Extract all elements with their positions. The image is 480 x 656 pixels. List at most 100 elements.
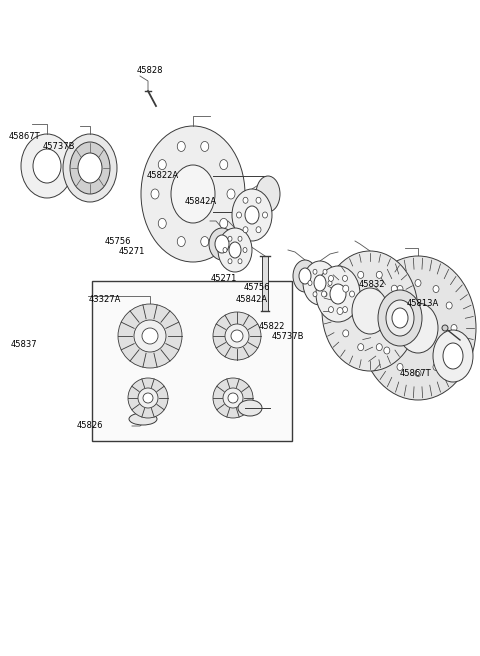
Ellipse shape bbox=[201, 237, 209, 247]
Ellipse shape bbox=[215, 235, 229, 253]
Ellipse shape bbox=[433, 285, 439, 293]
Ellipse shape bbox=[358, 272, 364, 278]
Text: 45737B: 45737B bbox=[42, 142, 75, 152]
Text: 43327A: 43327A bbox=[89, 295, 121, 304]
Ellipse shape bbox=[209, 228, 235, 260]
Bar bbox=[262, 256, 268, 311]
Ellipse shape bbox=[228, 393, 238, 403]
Ellipse shape bbox=[218, 228, 252, 272]
Ellipse shape bbox=[360, 256, 476, 400]
Ellipse shape bbox=[323, 292, 327, 297]
Ellipse shape bbox=[446, 302, 452, 309]
Ellipse shape bbox=[158, 218, 166, 228]
Ellipse shape bbox=[21, 134, 73, 198]
Text: 45271: 45271 bbox=[119, 247, 145, 256]
Ellipse shape bbox=[129, 413, 157, 425]
Ellipse shape bbox=[343, 285, 349, 292]
Ellipse shape bbox=[243, 227, 248, 233]
Ellipse shape bbox=[314, 275, 326, 291]
Text: 45837: 45837 bbox=[11, 340, 37, 349]
Ellipse shape bbox=[256, 197, 261, 203]
Ellipse shape bbox=[397, 285, 403, 293]
Ellipse shape bbox=[237, 212, 241, 218]
Ellipse shape bbox=[229, 242, 241, 258]
Ellipse shape bbox=[63, 134, 117, 202]
Ellipse shape bbox=[322, 291, 326, 297]
Ellipse shape bbox=[33, 149, 61, 183]
Ellipse shape bbox=[238, 236, 242, 241]
Ellipse shape bbox=[384, 347, 390, 354]
Ellipse shape bbox=[293, 260, 317, 292]
Ellipse shape bbox=[142, 328, 158, 344]
Ellipse shape bbox=[379, 325, 385, 331]
Ellipse shape bbox=[303, 261, 337, 305]
Ellipse shape bbox=[228, 258, 232, 264]
Ellipse shape bbox=[451, 325, 457, 331]
Ellipse shape bbox=[177, 237, 185, 247]
Ellipse shape bbox=[238, 258, 242, 264]
Ellipse shape bbox=[397, 308, 403, 314]
Ellipse shape bbox=[220, 159, 228, 170]
Ellipse shape bbox=[398, 303, 438, 353]
Ellipse shape bbox=[225, 324, 249, 348]
Ellipse shape bbox=[245, 206, 259, 224]
Ellipse shape bbox=[78, 153, 102, 183]
Ellipse shape bbox=[238, 400, 262, 416]
Ellipse shape bbox=[308, 281, 312, 285]
Ellipse shape bbox=[141, 126, 245, 262]
Text: 45756: 45756 bbox=[105, 237, 131, 246]
Ellipse shape bbox=[392, 308, 408, 328]
Text: 45826: 45826 bbox=[77, 420, 103, 430]
Ellipse shape bbox=[378, 290, 422, 346]
Ellipse shape bbox=[391, 330, 397, 337]
Ellipse shape bbox=[330, 284, 346, 304]
Ellipse shape bbox=[299, 268, 311, 284]
Ellipse shape bbox=[352, 288, 388, 334]
Text: 45822A: 45822A bbox=[146, 171, 179, 180]
Ellipse shape bbox=[397, 363, 403, 371]
Ellipse shape bbox=[343, 306, 348, 313]
Ellipse shape bbox=[134, 320, 166, 352]
Ellipse shape bbox=[316, 266, 360, 322]
Bar bbox=[92, 281, 292, 441]
Ellipse shape bbox=[328, 306, 334, 313]
Ellipse shape bbox=[227, 189, 235, 199]
Ellipse shape bbox=[443, 343, 463, 369]
Ellipse shape bbox=[323, 269, 327, 274]
Ellipse shape bbox=[213, 312, 261, 360]
Text: 45842A: 45842A bbox=[235, 295, 267, 304]
Text: 45867T: 45867T bbox=[399, 369, 431, 379]
Ellipse shape bbox=[223, 388, 243, 408]
Ellipse shape bbox=[201, 142, 209, 152]
Ellipse shape bbox=[313, 269, 317, 274]
Ellipse shape bbox=[231, 330, 243, 342]
Ellipse shape bbox=[349, 291, 355, 297]
Ellipse shape bbox=[386, 300, 414, 336]
Ellipse shape bbox=[391, 285, 397, 292]
Ellipse shape bbox=[118, 304, 182, 368]
Ellipse shape bbox=[328, 276, 334, 281]
Text: 45832: 45832 bbox=[359, 279, 385, 289]
Ellipse shape bbox=[415, 279, 421, 287]
Ellipse shape bbox=[376, 344, 382, 351]
Text: 45828: 45828 bbox=[137, 66, 163, 75]
Ellipse shape bbox=[213, 378, 253, 418]
Ellipse shape bbox=[415, 369, 421, 377]
Text: 45737B: 45737B bbox=[271, 332, 304, 341]
Text: 45813A: 45813A bbox=[407, 299, 439, 308]
Ellipse shape bbox=[263, 212, 267, 218]
Ellipse shape bbox=[376, 272, 382, 278]
Ellipse shape bbox=[177, 142, 185, 152]
Ellipse shape bbox=[171, 165, 215, 223]
Circle shape bbox=[442, 325, 448, 331]
Ellipse shape bbox=[223, 247, 227, 253]
Ellipse shape bbox=[384, 302, 390, 309]
Ellipse shape bbox=[228, 236, 232, 241]
Ellipse shape bbox=[256, 227, 261, 233]
Ellipse shape bbox=[232, 189, 272, 241]
Ellipse shape bbox=[243, 197, 248, 203]
Ellipse shape bbox=[433, 330, 473, 382]
Ellipse shape bbox=[128, 378, 168, 418]
Ellipse shape bbox=[328, 281, 332, 285]
Text: 45842A: 45842A bbox=[185, 197, 217, 206]
